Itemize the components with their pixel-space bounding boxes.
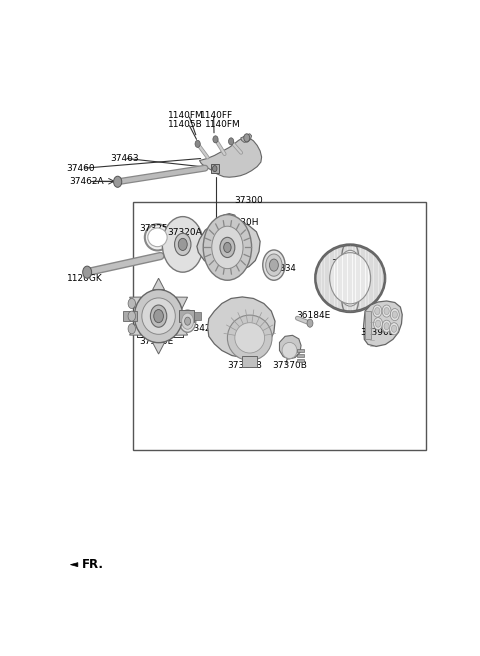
Text: 1140FM: 1140FM: [205, 119, 241, 129]
Polygon shape: [200, 137, 262, 177]
Polygon shape: [130, 297, 141, 309]
Bar: [179, 310, 194, 322]
Polygon shape: [153, 342, 165, 354]
Circle shape: [373, 305, 382, 317]
Circle shape: [195, 140, 200, 148]
Text: 37367B: 37367B: [228, 361, 262, 370]
Circle shape: [213, 165, 217, 172]
Bar: [194, 312, 202, 320]
Polygon shape: [363, 301, 402, 346]
Text: 37350: 37350: [331, 258, 360, 268]
Polygon shape: [176, 323, 188, 335]
Ellipse shape: [145, 224, 170, 251]
Text: 1140FM: 1140FM: [168, 111, 204, 120]
Ellipse shape: [148, 228, 167, 247]
Circle shape: [390, 323, 398, 335]
Circle shape: [175, 234, 191, 255]
Text: 37460: 37460: [67, 163, 96, 173]
Circle shape: [228, 138, 234, 145]
Ellipse shape: [235, 323, 264, 353]
Polygon shape: [208, 297, 275, 358]
Circle shape: [307, 319, 313, 327]
Polygon shape: [71, 563, 78, 567]
Bar: [297, 354, 304, 357]
Circle shape: [128, 323, 135, 334]
Circle shape: [220, 237, 235, 258]
Circle shape: [382, 320, 391, 333]
Circle shape: [384, 323, 389, 330]
Text: 37340E: 37340E: [139, 337, 173, 346]
Text: 37463: 37463: [110, 154, 139, 163]
Circle shape: [150, 305, 167, 327]
Circle shape: [384, 308, 389, 315]
Circle shape: [180, 310, 196, 333]
Polygon shape: [176, 297, 188, 309]
Text: FR.: FR.: [83, 558, 104, 571]
Circle shape: [212, 226, 243, 269]
Text: 37462A: 37462A: [69, 176, 104, 186]
Text: 37325: 37325: [139, 224, 168, 233]
Circle shape: [224, 242, 231, 253]
Text: 1140FF: 1140FF: [200, 111, 233, 120]
Bar: [365, 311, 371, 339]
Text: 37320A: 37320A: [167, 228, 202, 237]
Circle shape: [390, 308, 399, 321]
Circle shape: [373, 318, 383, 330]
Polygon shape: [130, 323, 141, 335]
Circle shape: [128, 298, 135, 308]
Circle shape: [266, 254, 282, 276]
Circle shape: [382, 305, 391, 317]
Text: 37370B: 37370B: [272, 361, 307, 370]
Text: 1120GK: 1120GK: [67, 274, 102, 283]
Circle shape: [269, 259, 278, 271]
Circle shape: [375, 320, 381, 327]
Text: 37342: 37342: [182, 324, 211, 333]
Ellipse shape: [282, 342, 297, 359]
Ellipse shape: [134, 289, 183, 342]
Polygon shape: [241, 134, 252, 142]
Circle shape: [178, 238, 187, 251]
Ellipse shape: [315, 244, 385, 312]
Ellipse shape: [330, 253, 371, 304]
Bar: [123, 311, 137, 321]
Circle shape: [128, 311, 135, 321]
Ellipse shape: [228, 315, 272, 361]
Polygon shape: [197, 220, 260, 271]
Circle shape: [225, 215, 232, 225]
Polygon shape: [153, 278, 165, 290]
Ellipse shape: [336, 251, 364, 306]
Circle shape: [213, 136, 218, 143]
Text: 36184E: 36184E: [296, 311, 330, 319]
Circle shape: [263, 250, 285, 280]
Bar: [242, 356, 257, 367]
Circle shape: [203, 215, 252, 280]
Text: 11405B: 11405B: [168, 120, 203, 129]
Polygon shape: [220, 214, 237, 225]
Bar: [297, 349, 304, 352]
Circle shape: [185, 317, 191, 325]
Circle shape: [83, 266, 92, 278]
Text: 37330H: 37330H: [224, 218, 259, 227]
Bar: [132, 203, 426, 450]
Text: 37390B: 37390B: [360, 328, 396, 337]
Circle shape: [244, 134, 250, 142]
Bar: [297, 359, 304, 362]
Text: 37334: 37334: [269, 264, 296, 273]
Text: 37300: 37300: [234, 196, 263, 205]
Circle shape: [154, 310, 163, 323]
Circle shape: [375, 308, 380, 315]
Circle shape: [162, 216, 203, 272]
Circle shape: [392, 325, 396, 333]
Polygon shape: [279, 335, 301, 359]
Bar: [211, 164, 219, 173]
Circle shape: [392, 311, 397, 318]
Circle shape: [181, 313, 193, 329]
Ellipse shape: [142, 298, 175, 335]
Circle shape: [114, 176, 122, 188]
